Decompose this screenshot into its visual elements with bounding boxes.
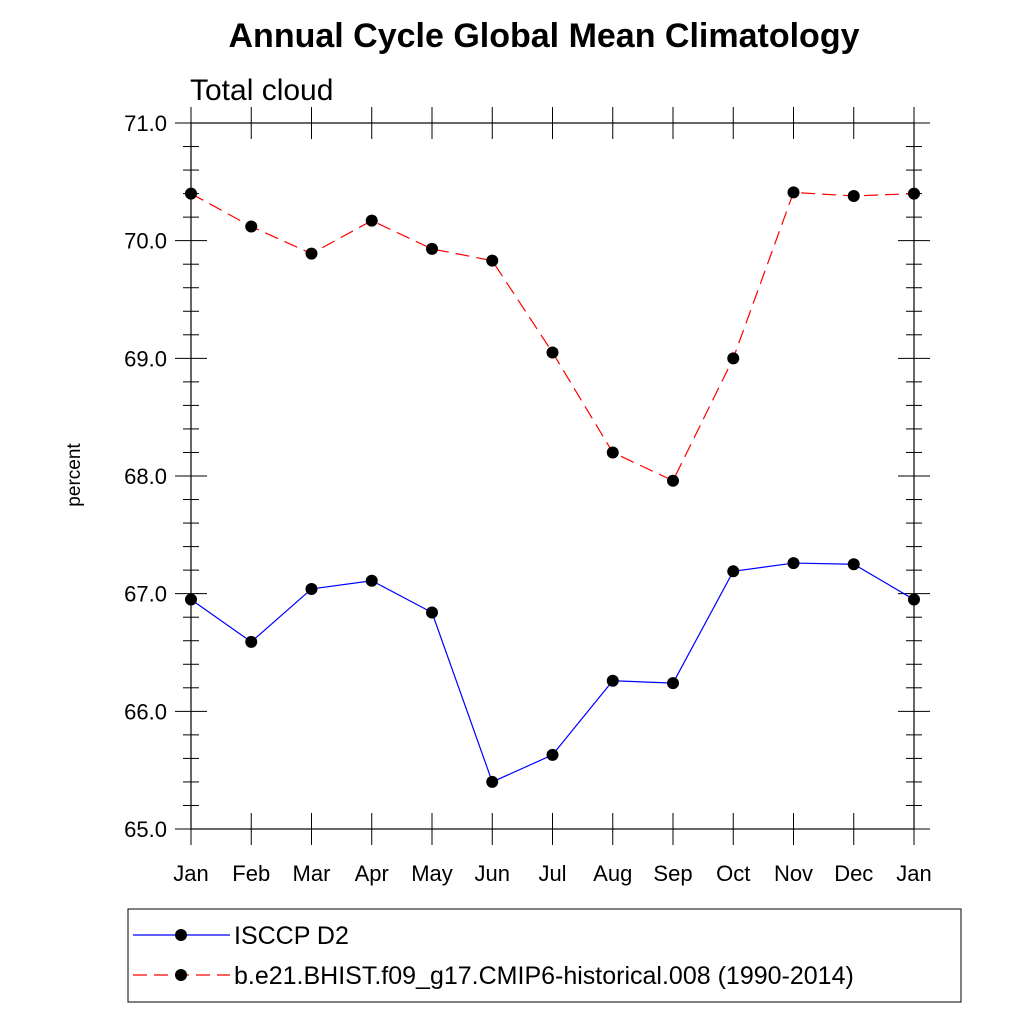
x-tick-label: Jun — [475, 861, 510, 886]
series-1-point — [908, 593, 920, 606]
chart-title: Annual Cycle Global Mean Climatology — [229, 17, 860, 55]
series-1-point — [486, 775, 499, 788]
series-line-2 — [190, 191, 915, 482]
x-tick-labels: Jan Feb Mar Apr May Jun Jul Aug Sep Oct Nov Dec Jan — [173, 861, 931, 886]
series-1-point — [667, 677, 679, 690]
legend-label-1: ISCCP D2 — [234, 922, 349, 950]
series-2-point — [667, 474, 679, 487]
series-2-point — [546, 346, 559, 359]
y-tick-label: 70.0 — [124, 229, 167, 254]
legend-marker-2 — [175, 969, 187, 981]
series-2-point — [185, 187, 197, 200]
y-tick-label: 68.0 — [124, 464, 167, 489]
series-layer — [185, 186, 920, 788]
x-tick-label: May — [411, 861, 453, 886]
x-tick-label: Sep — [653, 861, 692, 886]
series-1-point — [606, 674, 619, 687]
y-tick-label: 66.0 — [124, 699, 167, 724]
series-1-point — [365, 574, 378, 587]
x-tick-label: Oct — [716, 861, 750, 886]
y-tick-label: 71.0 — [124, 111, 167, 136]
x-tick-label: Dec — [834, 861, 873, 886]
series-2-point — [365, 214, 378, 227]
series-2-point — [606, 446, 619, 459]
series-1-point — [847, 558, 860, 571]
series-2-point — [787, 186, 800, 199]
y-tick-label: 69.0 — [124, 346, 167, 371]
axis-ticks — [175, 107, 930, 845]
legend-box — [127, 908, 962, 1003]
series-2-point — [305, 247, 318, 260]
series-1-point — [185, 593, 197, 606]
series-2-point — [245, 220, 258, 233]
legend-marker-1 — [175, 929, 187, 941]
legend: ISCCP D2 b.e21.BHIST.f09_g17.CMIP6-histor… — [133, 922, 854, 990]
series-2-point — [727, 352, 740, 365]
series-1-point — [546, 748, 559, 761]
series-1-point — [787, 557, 800, 570]
y-tick-label: 65.0 — [124, 817, 167, 842]
x-tick-label: Aug — [593, 861, 632, 886]
x-tick-label: Jul — [538, 861, 566, 886]
x-tick-label: Nov — [774, 861, 813, 886]
series-1-point — [426, 606, 438, 619]
legend-label-2: b.e21.BHIST.f09_g17.CMIP6-historical.008… — [234, 962, 854, 990]
x-tick-label: Jan — [173, 861, 208, 886]
chart-subtitle: Total cloud — [190, 74, 333, 107]
y-tick-labels: 65.0 66.0 67.0 68.0 69.0 70.0 71.0 — [124, 111, 167, 842]
series-1-point — [305, 582, 318, 595]
x-tick-label: Apr — [355, 861, 389, 886]
x-tick-label: Feb — [232, 861, 270, 886]
x-tick-label: Mar — [293, 861, 331, 886]
y-axis-label: percent — [64, 443, 85, 507]
x-tick-label: Jan — [896, 861, 931, 886]
series-2-point — [486, 254, 499, 267]
series-2-point — [847, 189, 860, 202]
series-1-point — [245, 635, 258, 648]
y-tick-label: 67.0 — [124, 582, 167, 607]
plot-frame — [190, 122, 915, 830]
series-2-point — [426, 242, 438, 255]
series-1-point — [727, 565, 740, 578]
series-2-point — [908, 187, 920, 200]
